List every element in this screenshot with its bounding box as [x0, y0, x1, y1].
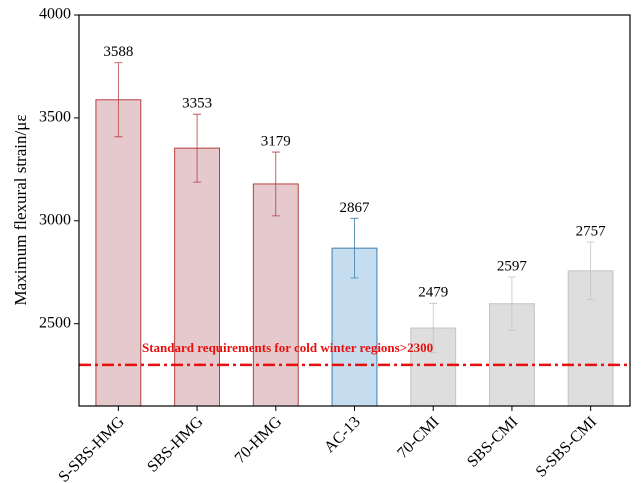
- bar: [95, 99, 142, 407]
- x-tick-label: SBS-CMI: [464, 413, 521, 470]
- x-tick-label: S-SBS-HMG: [55, 413, 128, 483]
- error-bar: [507, 276, 516, 331]
- bar: [252, 183, 299, 407]
- data-label: 2867: [340, 200, 371, 216]
- x-tick-label: AC-13: [321, 413, 364, 456]
- y-tick-label: 2500: [39, 314, 71, 331]
- y-axis-label: Maximum flexural strain/με: [11, 115, 30, 306]
- data-label: 2479: [418, 285, 448, 301]
- data-label: 3179: [261, 133, 291, 149]
- reference-label: Standard requirements for cold winter re…: [142, 340, 433, 355]
- data-label: 3353: [182, 96, 212, 112]
- plot-frame: [78, 14, 631, 407]
- data-label: 3588: [103, 44, 133, 60]
- error-bar: [271, 151, 280, 217]
- data-label: 2597: [497, 258, 528, 274]
- error-bar: [114, 62, 123, 138]
- y-tick-label: 3500: [39, 109, 71, 126]
- error-bar: [193, 113, 202, 183]
- y-tick-label: 3000: [39, 211, 71, 228]
- error-bar: [350, 217, 359, 279]
- x-tick-label: SBS-HMG: [144, 413, 207, 476]
- x-tick-label: 70-CMI: [394, 413, 442, 461]
- error-bar: [429, 302, 438, 354]
- data-label: 2757: [576, 223, 607, 239]
- bar: [174, 147, 221, 407]
- x-tick-label: S-SBS-CMI: [533, 413, 600, 480]
- y-tick-label: 4000: [39, 6, 71, 23]
- error-bar: [586, 241, 595, 301]
- x-tick-label: 70-HMG: [232, 413, 286, 467]
